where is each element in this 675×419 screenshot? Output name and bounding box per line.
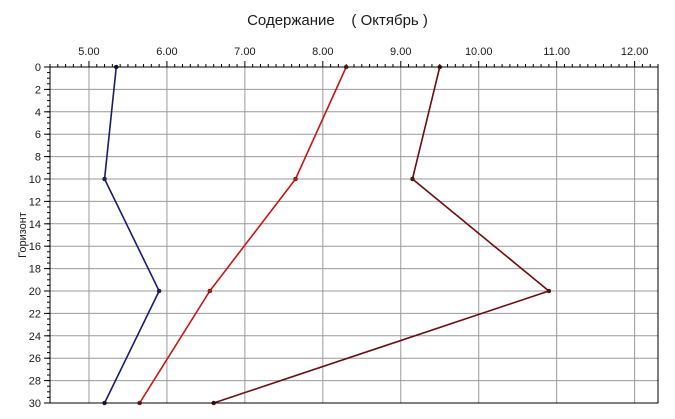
y-tick-label: 24 [29,331,41,343]
y-tick-label: 22 [29,308,41,320]
data-point [102,176,107,182]
grid-lines [44,66,658,404]
plot-frame [49,66,659,404]
y-tick-label: 6 [35,129,41,141]
y-tick-label: 18 [29,264,41,276]
y-tick-label: 4 [35,107,41,119]
x-tick-label: 6.00 [156,46,177,58]
data-point [207,288,213,294]
y-tick-label: 28 [29,376,41,388]
series-line-1 [103,66,160,404]
chart-title: Содержание ( Октябрь ) [247,12,428,29]
x-tick-label: 7.00 [234,46,255,58]
y-tick-label: 0 [35,62,41,74]
x-tick-label: 11.00 [543,46,570,58]
y-tick-label: 14 [29,219,41,231]
y-tick-label: 12 [29,196,41,208]
y-tick-label: 20 [29,286,41,298]
data-point [546,288,552,294]
series-line-2 [138,66,347,404]
data-point [410,176,415,182]
y-tick-label: 30 [29,398,41,410]
series-line-3 [213,66,550,404]
x-tick-labels: 5.00 6.00 7.00 8.00 9.00 10.00 11.00 12.00 [78,46,648,58]
y-tick-label: 8 [35,152,41,164]
x-tick-label: 10.00 [465,46,493,58]
x-tick-label: 9.00 [390,46,411,58]
y-tick-label: 2 [35,84,41,96]
series-lines [103,66,550,404]
data-point [156,288,162,294]
x-tick-label: 12.00 [621,46,649,58]
x-tick-label: 8.00 [312,46,333,58]
y-axis-title: Горизонт [17,212,29,258]
y-tick-label: 26 [29,353,41,365]
x-tick-label: 5.00 [78,46,99,58]
data-point [293,176,298,182]
y-tick-label: 10 [29,174,41,186]
y-tick-label: 16 [29,241,41,253]
